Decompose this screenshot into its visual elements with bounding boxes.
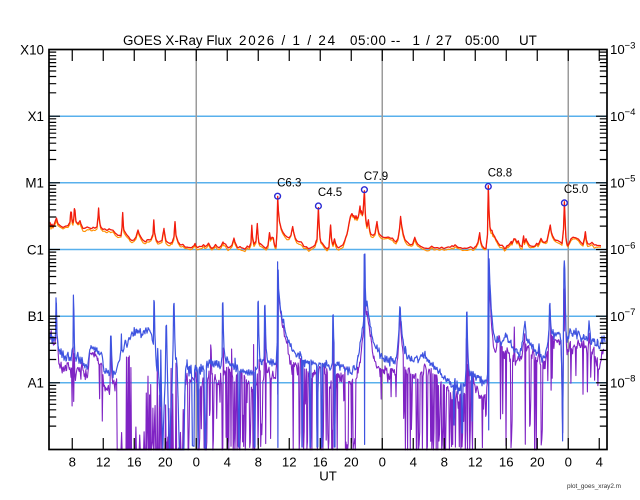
svg-text:−5: −5 bbox=[625, 174, 636, 185]
svg-text:16: 16 bbox=[499, 455, 514, 470]
svg-text:A1: A1 bbox=[28, 376, 44, 391]
svg-text:−6: −6 bbox=[625, 240, 636, 251]
svg-text:12: 12 bbox=[96, 455, 111, 470]
svg-text:05:00: 05:00 bbox=[465, 33, 500, 48]
svg-text:−8: −8 bbox=[625, 374, 636, 385]
svg-text:12: 12 bbox=[468, 455, 483, 470]
svg-text:X1: X1 bbox=[28, 109, 44, 124]
svg-text:8: 8 bbox=[441, 455, 448, 470]
svg-text:−7: −7 bbox=[625, 307, 636, 318]
svg-text:C5.0: C5.0 bbox=[564, 184, 588, 196]
svg-text:10: 10 bbox=[610, 375, 625, 390]
svg-text:16: 16 bbox=[127, 455, 142, 470]
svg-text:M1: M1 bbox=[25, 176, 44, 191]
svg-text:8: 8 bbox=[69, 455, 76, 470]
svg-text:05:00 --: 05:00 -- bbox=[350, 33, 401, 48]
svg-text:X10: X10 bbox=[20, 42, 44, 57]
svg-text:20: 20 bbox=[158, 455, 173, 470]
svg-text:10: 10 bbox=[610, 175, 625, 190]
svg-text:10: 10 bbox=[610, 309, 625, 324]
svg-text:C6.3: C6.3 bbox=[277, 177, 301, 189]
svg-text:1 / 27: 1 / 27 bbox=[413, 33, 454, 48]
svg-text:UT: UT bbox=[519, 33, 537, 48]
svg-text:−3: −3 bbox=[625, 40, 636, 51]
svg-text:0: 0 bbox=[565, 455, 572, 470]
svg-text:C8.8: C8.8 bbox=[488, 168, 512, 180]
svg-text:UT: UT bbox=[319, 469, 337, 484]
svg-text:GOES X-Ray Flux: GOES X-Ray Flux bbox=[123, 33, 232, 48]
svg-text:16: 16 bbox=[313, 455, 328, 470]
svg-text:plot_goes_xray2.m: plot_goes_xray2.m bbox=[567, 483, 621, 490]
svg-text:10: 10 bbox=[610, 242, 625, 257]
svg-text:C4.5: C4.5 bbox=[318, 187, 342, 199]
svg-text:C7.9: C7.9 bbox=[364, 171, 388, 183]
svg-text:−4: −4 bbox=[625, 107, 637, 118]
svg-text:10: 10 bbox=[610, 109, 625, 124]
svg-text:C1: C1 bbox=[27, 242, 44, 257]
svg-text:0: 0 bbox=[379, 455, 386, 470]
svg-text:4: 4 bbox=[224, 455, 231, 470]
svg-text:20: 20 bbox=[530, 455, 545, 470]
svg-text:10: 10 bbox=[610, 42, 625, 57]
svg-text:4: 4 bbox=[596, 455, 603, 470]
svg-text:4: 4 bbox=[410, 455, 417, 470]
svg-text:B1: B1 bbox=[28, 309, 44, 324]
svg-text:8: 8 bbox=[255, 455, 262, 470]
svg-text:20: 20 bbox=[344, 455, 359, 470]
svg-text:12: 12 bbox=[282, 455, 297, 470]
svg-text:0: 0 bbox=[193, 455, 200, 470]
svg-text:2026 / 1 / 24: 2026 / 1 / 24 bbox=[239, 33, 337, 48]
